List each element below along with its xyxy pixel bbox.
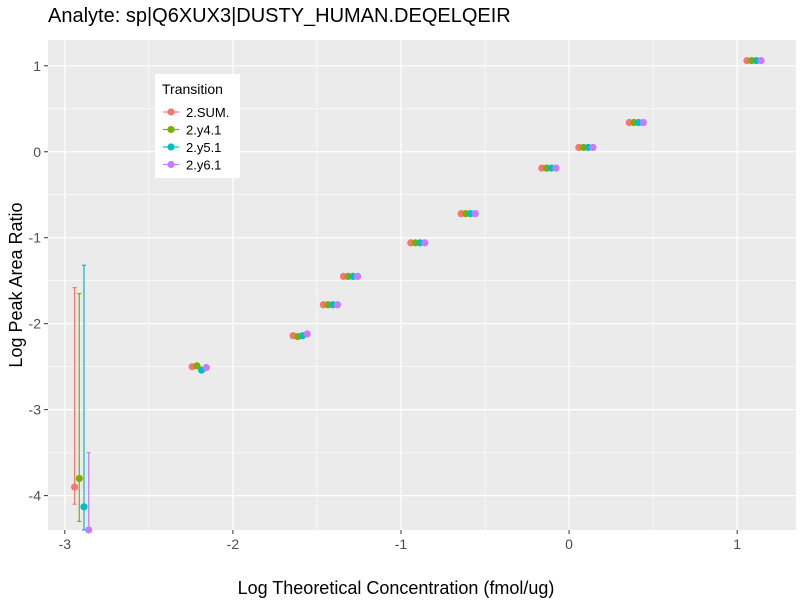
legend-key-point <box>167 160 175 169</box>
data-point <box>552 164 560 172</box>
x-tick-label: -1 <box>395 536 408 552</box>
error-bars <box>72 264 91 531</box>
data-point <box>421 239 429 247</box>
y-tick-label: -2 <box>29 316 42 332</box>
y-tick-label: -1 <box>29 230 42 246</box>
data-point <box>70 483 79 491</box>
y-tick-label: 0 <box>33 144 41 160</box>
data-point <box>333 301 342 309</box>
axis-ticks: -3 -2 -1 0 1 -4 -3 -2 -1 0 1 <box>29 58 742 552</box>
data-point <box>589 143 597 152</box>
data-point <box>75 474 83 483</box>
data-point <box>757 57 765 65</box>
data-point <box>202 363 210 372</box>
legend-key-point <box>167 108 175 116</box>
data-point <box>303 330 311 338</box>
data-point <box>193 362 201 370</box>
data-points <box>70 57 765 534</box>
legend-label: 2.y6.1 <box>186 158 221 173</box>
legend: Transition 2.SUM. 2.y4.1 2.y5.1 2.y6.1 <box>155 74 240 178</box>
y-tick-label: 1 <box>33 58 41 74</box>
legend-title: Transition <box>162 81 223 97</box>
data-point <box>471 210 479 218</box>
y-axis-title: Log Peak Area Ratio <box>6 202 26 367</box>
x-tick-label: 1 <box>733 536 741 552</box>
legend-label: 2.y4.1 <box>186 123 221 138</box>
chart-title: Analyte: sp|Q6XUX3|DUSTY_HUMAN.DEQELQEIR <box>48 5 511 27</box>
legend-label: 2.SUM. <box>186 105 229 120</box>
legend-key-point <box>167 143 175 151</box>
x-tick-label: 0 <box>565 536 573 552</box>
data-point <box>354 272 362 281</box>
y-tick-label: -3 <box>29 402 42 418</box>
y-tick-label: -4 <box>29 488 42 504</box>
data-point <box>85 526 93 534</box>
legend-key-point <box>167 125 175 134</box>
data-point <box>639 118 647 127</box>
x-tick-label: -3 <box>59 536 72 552</box>
legend-label: 2.y5.1 <box>186 140 221 155</box>
x-axis-title: Log Theoretical Concentration (fmol/ug) <box>238 578 555 598</box>
data-point <box>80 503 88 511</box>
x-tick-label: -2 <box>227 536 240 552</box>
legend-box <box>155 74 240 178</box>
